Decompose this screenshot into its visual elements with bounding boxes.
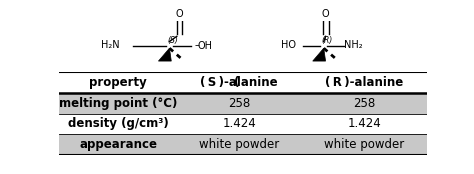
Text: (: (: [234, 76, 239, 89]
Polygon shape: [158, 48, 171, 61]
Text: ( S )-alanine: ( S )-alanine: [201, 76, 278, 89]
Text: OH: OH: [197, 41, 212, 51]
Text: 1.424: 1.424: [222, 117, 256, 130]
Bar: [59, 134, 427, 155]
Text: melting point (°C): melting point (°C): [59, 97, 177, 110]
Text: 258: 258: [353, 97, 375, 110]
Text: 258: 258: [228, 97, 250, 110]
Text: –: –: [194, 40, 200, 50]
Text: O: O: [322, 9, 329, 19]
Text: property: property: [89, 76, 147, 89]
Text: H₂N: H₂N: [101, 40, 120, 50]
Text: 1.424: 1.424: [347, 117, 381, 130]
Text: appearance: appearance: [79, 138, 157, 151]
Text: ( R )-alanine: ( R )-alanine: [325, 76, 403, 89]
Polygon shape: [313, 48, 326, 61]
Text: (S): (S): [168, 36, 179, 45]
Text: (R): (R): [322, 36, 333, 45]
Text: white powder: white powder: [199, 138, 279, 151]
Text: white powder: white powder: [324, 138, 404, 151]
Text: O: O: [176, 9, 183, 19]
Text: NH₂: NH₂: [344, 40, 363, 50]
Text: density (g/cm³): density (g/cm³): [68, 117, 168, 130]
Bar: [59, 93, 427, 114]
Text: HO: HO: [281, 40, 296, 50]
